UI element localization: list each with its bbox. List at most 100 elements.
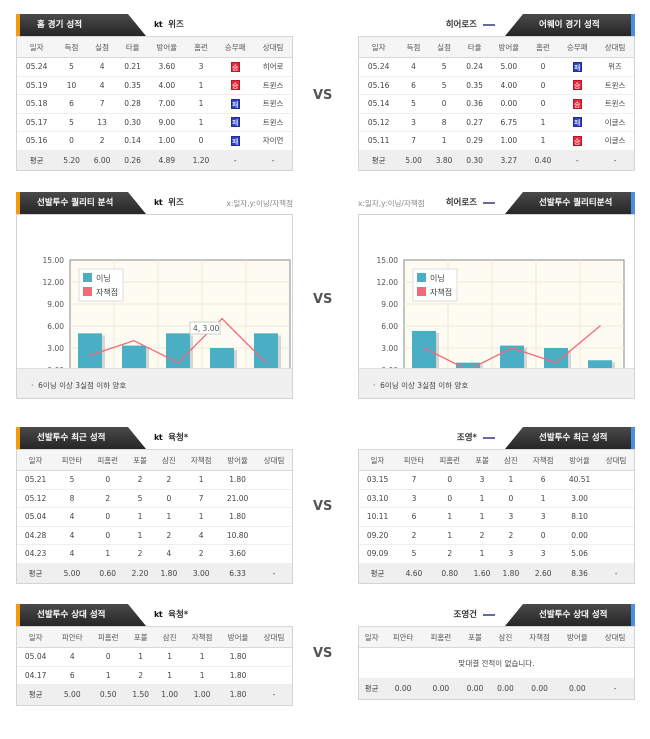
average-cell: - xyxy=(596,150,634,170)
header-row: 일자 득점 실점 타율 방어율 홈런 승무패 상대팀 xyxy=(359,36,634,58)
table-cell: 8 xyxy=(428,113,460,132)
table-cell: 04.28 xyxy=(17,526,55,545)
average-cell: 8.36 xyxy=(561,563,599,583)
legend-swatch-innings xyxy=(417,273,426,282)
column-header: 타율 xyxy=(459,36,490,58)
vs-label: VS xyxy=(313,292,333,307)
table-cell: 패 xyxy=(216,131,255,151)
average-cell: 0.26 xyxy=(117,150,148,170)
quality-left-title: 선발투수 퀄리티 분석 xyxy=(16,192,146,214)
table-cell: 7 xyxy=(86,94,118,114)
table-cell: 6 xyxy=(396,507,432,527)
column-header: 자책점 xyxy=(183,449,220,471)
chart-svg: 0.003.006.009.0012.0015.0009.0909.2010.1… xyxy=(377,256,625,370)
column-header: 상대팀 xyxy=(254,36,292,58)
table-cell: 05.24 xyxy=(17,57,57,77)
team-name: 위즈 xyxy=(168,198,184,208)
column-header: 일자 xyxy=(359,626,385,648)
bar-innings xyxy=(210,348,234,370)
table-cell: 10.80 xyxy=(219,526,257,545)
table-row: 09.20 2 1 2 2 0 0.00 xyxy=(359,526,634,545)
table-cell: 5.06 xyxy=(561,544,599,564)
table-cell: 1 xyxy=(89,544,126,564)
table-cell: 승 xyxy=(216,76,255,95)
kt-logo: kt xyxy=(154,433,163,442)
column-header: 피홈런 xyxy=(90,626,127,648)
column-header: 자책점 xyxy=(520,626,559,648)
chart-footnote: · 6이닝 이상 3실점 이하 양호 xyxy=(359,368,634,398)
table-cell: 6.75 xyxy=(489,113,528,132)
stats-table: 일자 피안타 피홈런 포볼 삼진 자책점 방어율 상대팀 03.15 7 0 3 1 6 40.51 03.1… xyxy=(359,449,634,583)
result-badge: 패 xyxy=(572,117,582,128)
table-cell: 13 xyxy=(86,113,118,132)
table-cell xyxy=(256,489,292,508)
table-cell: 40.51 xyxy=(561,470,599,490)
header-row: 일자 피안타 피홈런 포볼 삼진 자책점 방어율 상대팀 xyxy=(17,449,292,471)
column-header: 방어율 xyxy=(219,449,257,471)
recent-right-table: 일자 피안타 피홈런 포볼 삼진 자책점 방어율 상대팀 03.15 7 0 3 1 6 40.51 03.1… xyxy=(358,449,635,584)
table-cell: 1 xyxy=(155,647,185,667)
pitcher-name: 조영건 xyxy=(453,610,477,620)
y-tick-label: 15.00 xyxy=(377,256,399,265)
column-header: 상대팀 xyxy=(596,36,634,58)
table-cell: 0 xyxy=(431,470,468,490)
y-tick-label: 6.00 xyxy=(47,322,64,331)
table-cell: 10.11 xyxy=(359,507,397,527)
table-cell: 09.09 xyxy=(359,544,397,564)
stats-table: 일자 피안타 피홈런 포볼 삼진 자책점 방어율 상대팀 05.21 5 0 2 2 1 1.80 05.12… xyxy=(17,449,292,583)
table-row: 05.04 4 0 1 1 1 1.80 xyxy=(17,507,292,527)
average-cell: 0.80 xyxy=(431,563,468,583)
column-header: 상대팀 xyxy=(596,626,634,648)
table-cell: 1 xyxy=(184,666,221,685)
table-cell: 0 xyxy=(527,94,559,114)
table-cell: 위즈 xyxy=(596,57,634,77)
table-cell: 0 xyxy=(89,526,126,545)
table-cell: 5 xyxy=(56,113,87,132)
table-cell: 1 xyxy=(154,507,184,527)
table-cell: 05.24 xyxy=(359,57,399,77)
table-cell: 1 xyxy=(467,507,497,527)
table-cell: 0 xyxy=(431,489,468,508)
table-cell: 트윈스 xyxy=(596,94,634,114)
result-badge: 승 xyxy=(230,80,240,91)
average-cell: 5.20 xyxy=(56,150,87,170)
y-tick-label: 9.00 xyxy=(381,300,398,309)
column-header: 피안타 xyxy=(54,626,91,648)
table-cell: 3 xyxy=(398,113,429,132)
table-cell: 1 xyxy=(125,526,155,545)
quality-chart-left: 0.003.006.009.0012.0015.0004.2304.2805.0… xyxy=(16,214,293,399)
line-point xyxy=(177,361,179,364)
table-cell: 1.00 xyxy=(489,131,528,151)
away-record-table: 일자 득점 실점 타율 방어율 홈런 승무패 상대팀 05.24 4 5 0.24 5.00 0 패 위즈 05… xyxy=(358,36,635,171)
table-cell: 4 xyxy=(54,544,90,564)
table-cell: 1 xyxy=(527,131,559,151)
table-cell: 0 xyxy=(89,507,126,527)
table-cell: 5 xyxy=(56,57,87,77)
result-badge: 승 xyxy=(572,80,582,91)
table-cell: 0 xyxy=(527,76,559,95)
table-cell: 1 xyxy=(185,94,217,114)
header-row: 일자 득점 실점 타율 방어율 홈런 승무패 상대팀 xyxy=(17,36,292,58)
table-cell: 1.00 xyxy=(147,131,186,151)
table-cell: 0 xyxy=(89,470,126,490)
table-row: 04.28 4 0 1 2 4 10.80 xyxy=(17,526,292,545)
table-cell: 8 xyxy=(54,489,90,508)
column-header: 홈런 xyxy=(185,36,217,58)
table-cell: 0.35 xyxy=(459,76,490,95)
vs-label: VS xyxy=(313,646,333,661)
table-cell: 4 xyxy=(154,544,184,564)
table-cell: 2 xyxy=(431,544,468,564)
table-cell: 0 xyxy=(525,526,562,545)
table-row: 05.19 10 4 0.35 4.00 1 승 트윈스 xyxy=(17,76,292,95)
table-cell: 1 xyxy=(155,666,185,685)
average-cell: 6.33 xyxy=(219,563,257,583)
table-cell: 패 xyxy=(216,113,255,132)
table-cell: 4 xyxy=(54,507,90,527)
table-row: 05.18 6 7 0.28 7.00 1 패 트윈스 xyxy=(17,94,292,114)
column-header: 자책점 xyxy=(525,449,562,471)
bar-innings xyxy=(412,330,436,370)
table-cell: 2 xyxy=(125,470,155,490)
y-tick-label: 6.00 xyxy=(381,322,398,331)
table-cell: 7 xyxy=(398,131,429,151)
average-cell: 3.80 xyxy=(428,150,460,170)
